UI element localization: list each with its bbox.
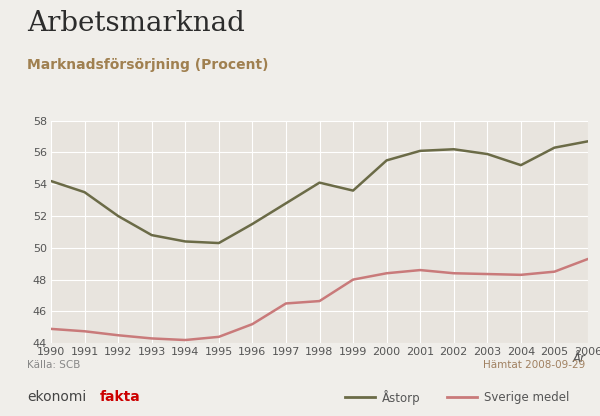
Text: Marknadsförsörjning (Procent): Marknadsförsörjning (Procent) (27, 58, 269, 72)
Text: Källa: SCB: Källa: SCB (27, 360, 80, 370)
Text: fakta: fakta (100, 390, 140, 404)
Text: Arbetsmarknad: Arbetsmarknad (27, 10, 245, 37)
Text: Hämtat 2008-09-29: Hämtat 2008-09-29 (483, 360, 585, 370)
Text: Åstorp: Åstorp (382, 390, 421, 405)
Text: Sverige medel: Sverige medel (484, 391, 569, 404)
Text: År: År (572, 352, 585, 364)
Text: ekonomi: ekonomi (27, 390, 86, 404)
